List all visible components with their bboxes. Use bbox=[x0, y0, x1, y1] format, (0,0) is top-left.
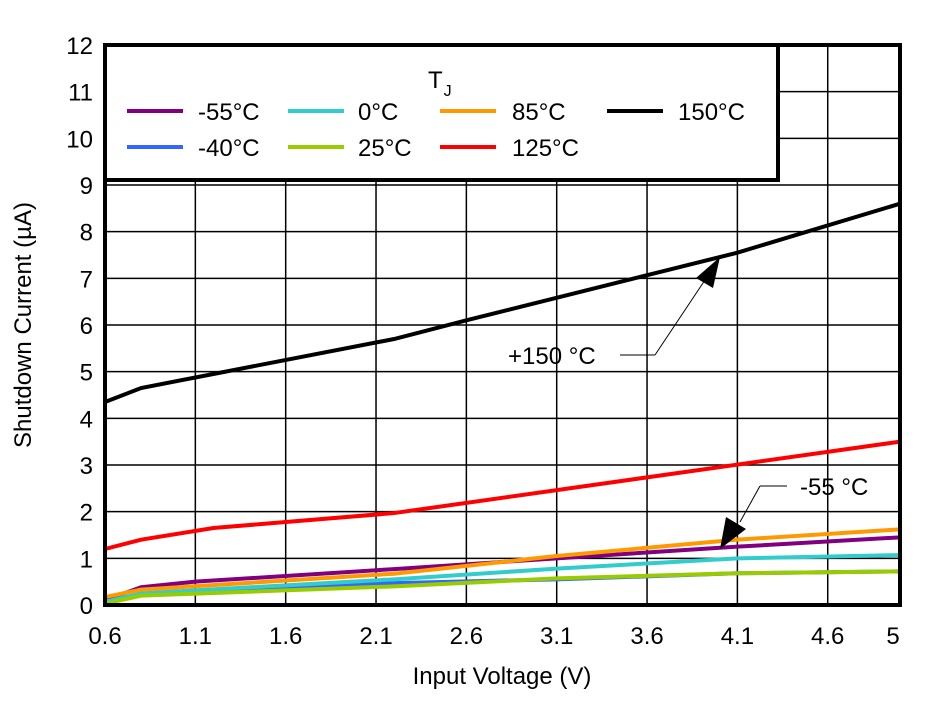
legend-title: TJ bbox=[428, 67, 452, 100]
y-tick-label: 7 bbox=[80, 266, 93, 293]
series-line-25C bbox=[104, 569, 901, 606]
annotation-150-leader bbox=[654, 279, 706, 356]
series-line-150C bbox=[104, 201, 901, 404]
x-tick-label: 5 bbox=[886, 623, 899, 650]
y-tick-label: 2 bbox=[80, 500, 93, 527]
annotation-55-label: -55 °C bbox=[800, 474, 868, 501]
annotation-150-label: +150 °C bbox=[508, 343, 596, 370]
annotation-55-leader bbox=[739, 485, 761, 523]
annotations: +150 °C -55 °C bbox=[508, 257, 868, 549]
legend-label: 25°C bbox=[358, 135, 412, 162]
x-tick-label: 1.1 bbox=[179, 623, 212, 650]
x-tick-label: 4.6 bbox=[811, 623, 844, 650]
x-tick-label: 3.1 bbox=[540, 623, 573, 650]
series-line-85C bbox=[104, 527, 901, 600]
y-tick-label: 5 bbox=[80, 360, 93, 387]
legend-label: -55°C bbox=[198, 99, 260, 126]
series-line-125C bbox=[104, 439, 901, 551]
x-tick-labels: 0.6 1.1 1.6 2.1 2.6 3.1 3.6 4.1 4.6 5 bbox=[88, 623, 899, 650]
series-lines bbox=[104, 201, 901, 606]
y-tick-label: 11 bbox=[68, 80, 93, 107]
y-tick-label: 12 bbox=[66, 33, 93, 60]
x-tick-label: 0.6 bbox=[88, 623, 121, 650]
y-tick-label: 1 bbox=[80, 546, 93, 573]
annotation-55-arrow bbox=[720, 517, 746, 549]
y-tick-label: 8 bbox=[80, 220, 93, 247]
legend-label: 125°C bbox=[512, 135, 579, 162]
annotation-150-arrow bbox=[696, 257, 720, 288]
legend-label: 0°C bbox=[358, 99, 398, 126]
legend-label: -40°C bbox=[198, 135, 260, 162]
legend-label: 150°C bbox=[678, 99, 745, 126]
y-tick-label: 0 bbox=[80, 593, 93, 620]
series-line-0C bbox=[104, 553, 901, 604]
legend: TJ -55°C -40°C 0°C 25°C 85°C 125°C 150°C bbox=[103, 43, 780, 182]
x-tick-label: 2.1 bbox=[359, 623, 392, 650]
legend-label: 85°C bbox=[512, 99, 566, 126]
x-axis-label: Input Voltage (V) bbox=[413, 663, 592, 690]
x-tick-label: 4.1 bbox=[721, 623, 754, 650]
y-tick-label: 4 bbox=[80, 406, 93, 433]
x-tick-label: 3.6 bbox=[630, 623, 663, 650]
series-line--55C bbox=[104, 535, 901, 603]
y-tick-label: 6 bbox=[80, 313, 93, 340]
y-tick-label: 9 bbox=[80, 173, 93, 200]
x-tick-label: 1.6 bbox=[269, 623, 302, 650]
y-tick-label: 3 bbox=[80, 453, 93, 480]
x-tick-label: 2.6 bbox=[450, 623, 483, 650]
y-tick-label: 10 bbox=[66, 126, 93, 153]
y-axis-label: Shutdown Current (µA) bbox=[10, 202, 37, 448]
